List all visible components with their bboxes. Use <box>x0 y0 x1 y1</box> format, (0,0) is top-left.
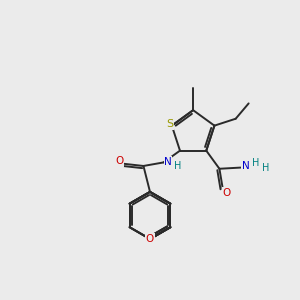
Text: H: H <box>252 158 260 168</box>
Text: O: O <box>222 188 230 198</box>
Text: O: O <box>146 234 154 244</box>
Text: H: H <box>262 163 269 173</box>
Text: S: S <box>167 119 174 129</box>
Text: N: N <box>242 161 250 171</box>
Text: H: H <box>174 161 182 171</box>
Text: O: O <box>116 156 124 166</box>
Text: N: N <box>164 157 172 167</box>
